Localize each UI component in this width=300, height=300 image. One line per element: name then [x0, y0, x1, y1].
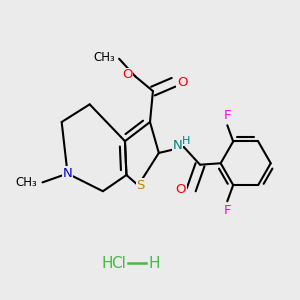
Text: O: O	[122, 68, 132, 81]
Text: CH₃: CH₃	[93, 51, 115, 64]
Text: N: N	[172, 139, 182, 152]
Text: O: O	[176, 183, 186, 196]
Text: N: N	[63, 167, 72, 180]
Text: F: F	[224, 204, 231, 217]
Text: H: H	[182, 136, 190, 146]
Text: Cl: Cl	[112, 256, 126, 271]
Text: H: H	[102, 256, 113, 271]
Text: O: O	[177, 76, 188, 89]
Text: H: H	[148, 256, 160, 271]
Text: F: F	[224, 109, 231, 122]
Text: CH₃: CH₃	[15, 176, 37, 189]
Text: S: S	[136, 179, 145, 192]
